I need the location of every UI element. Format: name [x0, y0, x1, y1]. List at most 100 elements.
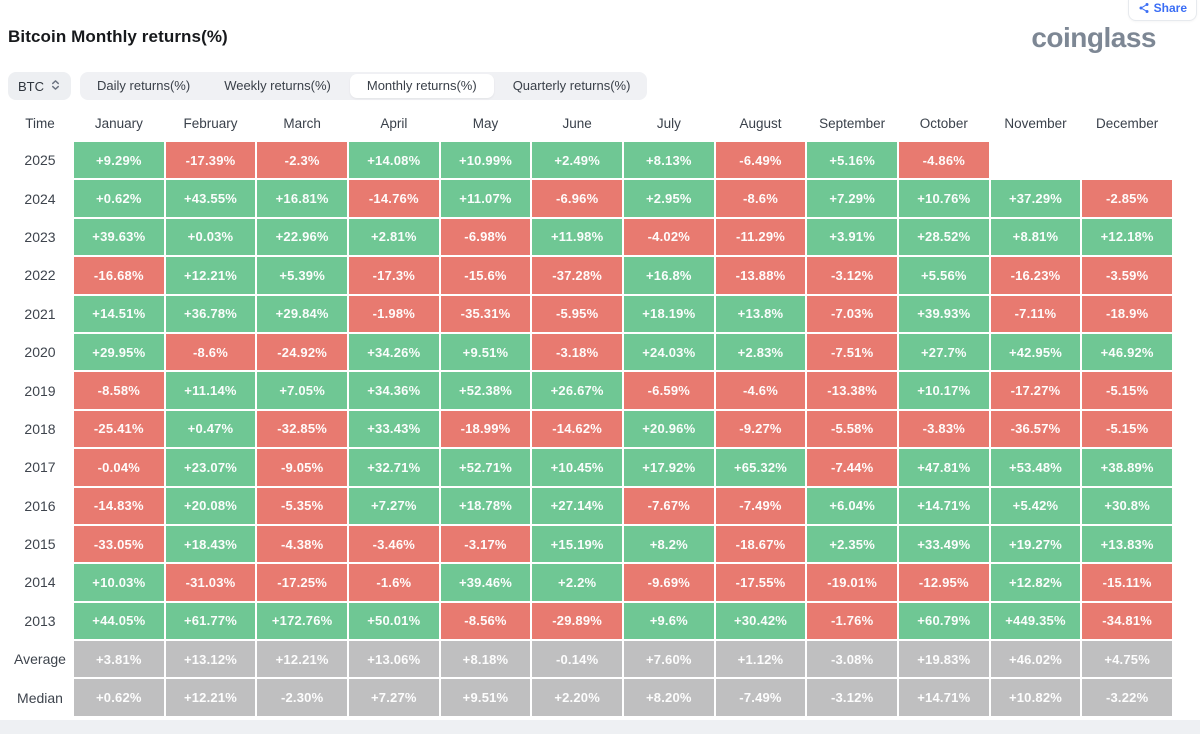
row-label: 2021	[24, 305, 56, 322]
return-cell: +34.26%	[348, 333, 439, 371]
return-cell: +10.17%	[898, 372, 989, 409]
return-cell: +14.51%	[74, 295, 164, 332]
return-cell: +14.71%	[898, 679, 989, 716]
return-cell: +11.98%	[532, 218, 622, 256]
return-cell: +449.35%	[990, 602, 1081, 640]
return-cell: +53.48%	[990, 449, 1081, 486]
return-cell: +12.21%	[257, 641, 347, 678]
coinglass-logo: coinglass	[1031, 22, 1156, 53]
return-cell: +8.81%	[990, 218, 1081, 256]
return-cell: -1.98%	[348, 295, 439, 332]
return-cell: +39.63%	[74, 218, 164, 256]
return-cell: +43.55%	[165, 180, 256, 217]
return-cell: +13.8%	[715, 295, 806, 332]
return-cell: +2.49%	[532, 142, 622, 179]
returns-tabs: Daily returns(%) Weekly returns(%) Month…	[80, 72, 648, 100]
return-cell: -6.49%	[715, 142, 806, 179]
return-cell: +37.29%	[990, 180, 1081, 217]
return-cell: -3.59%	[1082, 257, 1172, 294]
return-cell: -3.12%	[807, 679, 897, 716]
row-label: 2017	[24, 459, 56, 476]
return-cell: -2.30%	[257, 679, 347, 716]
month-header: April	[380, 115, 408, 131]
return-cell: +46.02%	[990, 641, 1081, 678]
return-cell: +17.92%	[623, 449, 714, 486]
return-cell: +2.20%	[532, 679, 622, 716]
controls-bar: BTC Daily returns(%) Weekly returns(%) M…	[8, 72, 648, 100]
bitcoin-monthly-returns-table: Time January February March April May June July…	[8, 106, 1172, 716]
return-cell: -2.85%	[1082, 180, 1172, 217]
return-cell: -5.15%	[1082, 410, 1172, 448]
return-cell: +0.62%	[74, 180, 164, 217]
row-label: 2020	[24, 344, 56, 361]
return-cell: -31.03%	[165, 564, 256, 601]
return-cell: -12.95%	[898, 564, 989, 601]
return-cell: -6.98%	[440, 218, 531, 256]
tab-weekly-returns[interactable]: Weekly returns(%)	[224, 78, 331, 93]
row-label: Median	[17, 689, 63, 706]
return-cell: -17.27%	[990, 372, 1081, 409]
return-cell: +11.14%	[165, 372, 256, 409]
return-cell: -5.95%	[532, 295, 622, 332]
return-cell: -16.23%	[990, 257, 1081, 294]
return-cell: -33.05%	[74, 525, 164, 563]
return-cell: -7.44%	[807, 449, 897, 486]
return-cell: +7.60%	[623, 641, 714, 678]
return-cell: -17.25%	[257, 564, 347, 601]
month-header: July	[656, 115, 681, 131]
return-cell: -25.41%	[74, 410, 164, 448]
return-cell: -6.59%	[623, 372, 714, 409]
return-cell: +7.05%	[257, 372, 347, 409]
month-header: August	[739, 115, 782, 131]
return-cell: +10.76%	[898, 180, 989, 217]
share-label: Share	[1153, 1, 1187, 15]
tab-daily-returns[interactable]: Daily returns(%)	[97, 78, 191, 93]
row-label: 2013	[24, 612, 56, 629]
row-label: 2019	[24, 382, 56, 399]
return-cell: -16.68%	[74, 257, 164, 294]
return-cell: -18.9%	[1082, 295, 1172, 332]
return-cell: -9.69%	[623, 564, 714, 601]
return-cell: +8.2%	[623, 525, 714, 563]
tab-monthly-returns[interactable]: Monthly returns(%)	[349, 74, 494, 98]
return-cell: -6.96%	[532, 180, 622, 217]
return-cell: +26.67%	[532, 372, 622, 409]
return-cell: +8.13%	[623, 142, 714, 179]
return-cell: +28.52%	[898, 218, 989, 256]
return-cell: +10.03%	[74, 564, 164, 601]
return-cell: -7.11%	[990, 295, 1081, 332]
return-cell: -9.27%	[715, 410, 806, 448]
return-cell: +8.20%	[623, 679, 714, 716]
return-cell: +5.39%	[257, 257, 347, 294]
share-button[interactable]: Share	[1127, 0, 1197, 21]
return-cell: +5.42%	[990, 487, 1081, 524]
return-cell: -1.76%	[807, 602, 897, 640]
coin-selector[interactable]: BTC	[8, 72, 71, 100]
return-cell: +13.12%	[165, 641, 256, 678]
return-cell: +10.82%	[990, 679, 1081, 716]
return-cell: +24.03%	[623, 333, 714, 371]
return-cell: -2.3%	[257, 142, 347, 179]
return-cell: +10.99%	[440, 142, 531, 179]
return-cell: -19.01%	[807, 564, 897, 601]
return-cell: +172.76%	[257, 602, 347, 640]
return-cell: +2.95%	[623, 180, 714, 217]
tab-quarterly-returns[interactable]: Quarterly returns(%)	[512, 78, 631, 93]
return-cell: +5.16%	[807, 142, 897, 179]
return-cell: +39.46%	[440, 564, 531, 601]
return-cell: -3.17%	[440, 525, 531, 563]
return-cell: +52.38%	[440, 372, 531, 409]
return-cell: -7.67%	[623, 487, 714, 524]
return-cell: +27.14%	[532, 487, 622, 524]
return-cell: +4.75%	[1082, 641, 1172, 678]
return-cell: -32.85%	[257, 410, 347, 448]
return-cell: +30.8%	[1082, 487, 1172, 524]
return-cell: +46.92%	[1082, 333, 1172, 371]
return-cell: +39.93%	[898, 295, 989, 332]
return-cell: -7.03%	[807, 295, 897, 332]
return-cell: -14.83%	[74, 487, 164, 524]
share-icon	[1138, 2, 1150, 14]
return-cell: +14.71%	[898, 487, 989, 524]
return-cell: +0.03%	[165, 218, 256, 256]
return-cell: -37.28%	[532, 257, 622, 294]
